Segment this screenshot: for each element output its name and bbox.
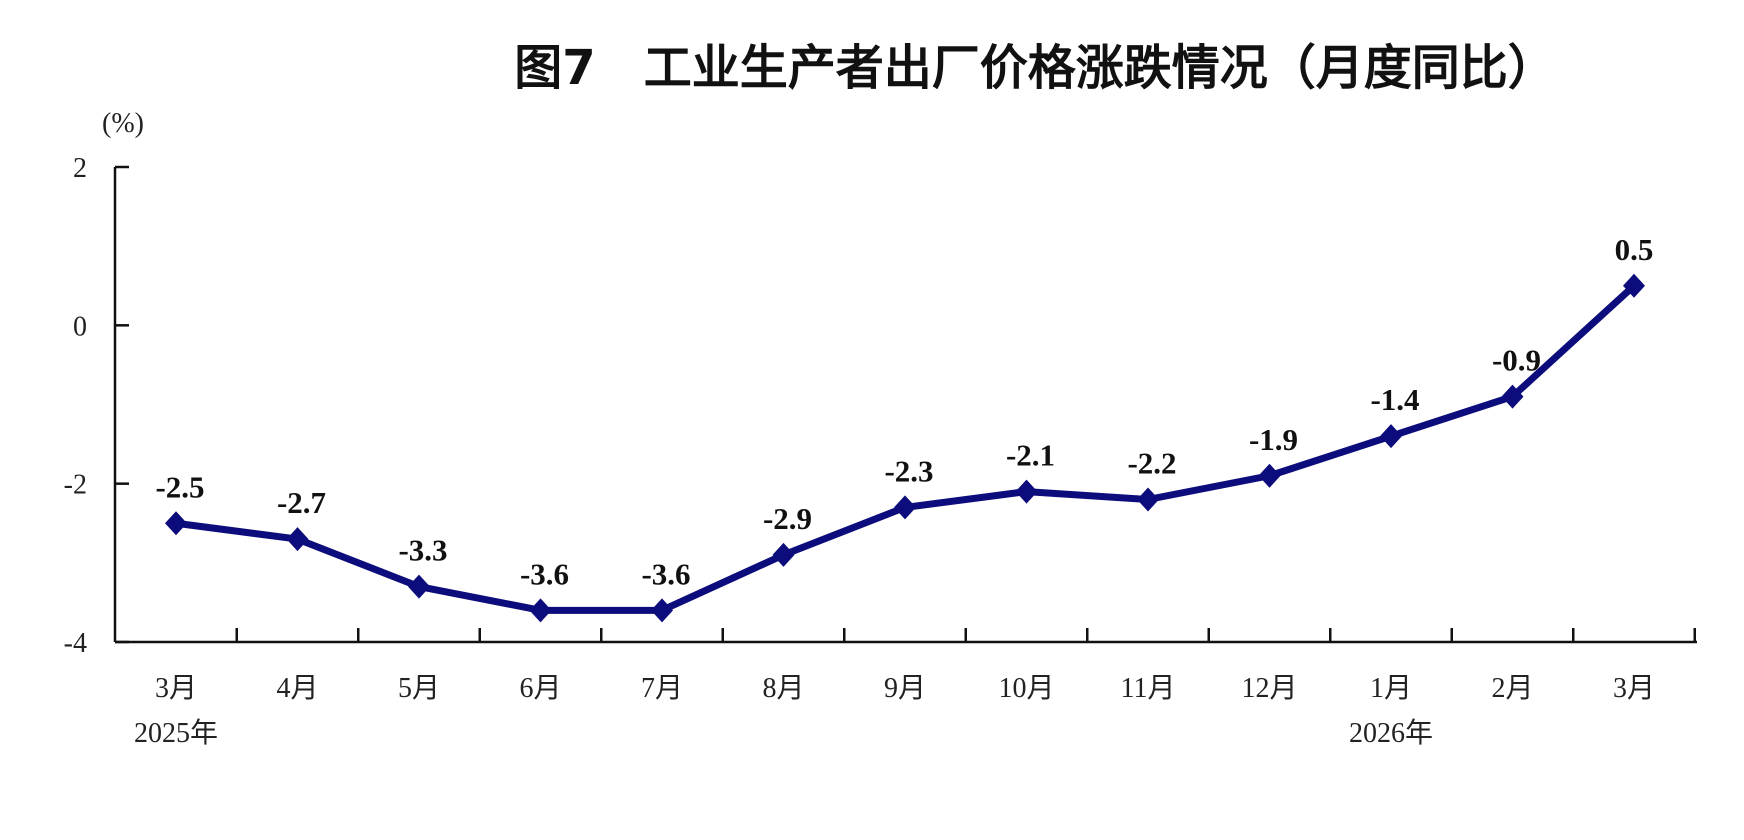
- data-point-diamond: [529, 598, 552, 623]
- data-point-diamond: [165, 511, 187, 536]
- data-label: -2.7: [277, 485, 326, 520]
- data-label: -2.1: [1006, 438, 1055, 473]
- y-tick-label: 0: [73, 311, 87, 342]
- x-tick-label: 8月: [762, 673, 804, 704]
- data-label: -3.6: [641, 556, 690, 591]
- y-axis-unit: (%): [102, 108, 144, 139]
- x-tick-label: 9月: [884, 673, 926, 704]
- data-label: 0.5: [1615, 232, 1654, 267]
- data-label: -0.9: [1492, 343, 1541, 378]
- x-tick-label: 7月: [641, 673, 683, 704]
- x-tick-label: 10月: [998, 673, 1054, 704]
- data-point-diamond: [1137, 487, 1159, 512]
- chart-title: 图7 工业生产者出厂价格涨跌情况（月度同比）: [514, 40, 1556, 96]
- x-tick-label: 2月: [1491, 673, 1533, 704]
- data-point-diamond: [1380, 424, 1402, 449]
- data-point-diamond: [894, 495, 916, 520]
- data-label: -3.3: [398, 533, 447, 568]
- data-label: -1.4: [1370, 382, 1419, 417]
- year-label: 2025年: [134, 717, 218, 749]
- y-tick-label: -2: [64, 470, 87, 501]
- series-line: [175, 283, 1637, 614]
- data-point-diamond: [772, 542, 795, 567]
- x-tick-label: 6月: [519, 673, 561, 704]
- x-tick-label: 5月: [398, 673, 440, 704]
- x-tick-label: 4月: [276, 673, 318, 704]
- x-tick-label: 1月: [1370, 673, 1412, 704]
- data-point-diamond: [408, 574, 430, 599]
- data-label: -1.9: [1249, 422, 1298, 457]
- x-tick-label: 12月: [1241, 673, 1297, 704]
- data-point-diamond: [286, 527, 309, 552]
- data-label: -2.9: [763, 501, 812, 536]
- data-label: -2.5: [155, 469, 204, 504]
- data-point-diamond: [1623, 273, 1645, 298]
- data-point-diamond: [651, 598, 673, 623]
- x-tick-label: 11月: [1121, 673, 1176, 704]
- y-tick-label: -4: [64, 628, 87, 659]
- x-tick-label: 3月: [1613, 673, 1655, 704]
- x-tick-label: 3月: [155, 673, 197, 704]
- data-point-diamond: [1501, 384, 1524, 409]
- data-point-diamond: [1015, 479, 1038, 504]
- data-label: -2.3: [884, 453, 933, 488]
- data-label: -2.2: [1127, 446, 1176, 481]
- year-label: 2026年: [1349, 717, 1433, 749]
- data-label: -3.6: [520, 556, 569, 591]
- data-point-diamond: [1258, 463, 1281, 488]
- y-tick-label: 2: [73, 153, 87, 184]
